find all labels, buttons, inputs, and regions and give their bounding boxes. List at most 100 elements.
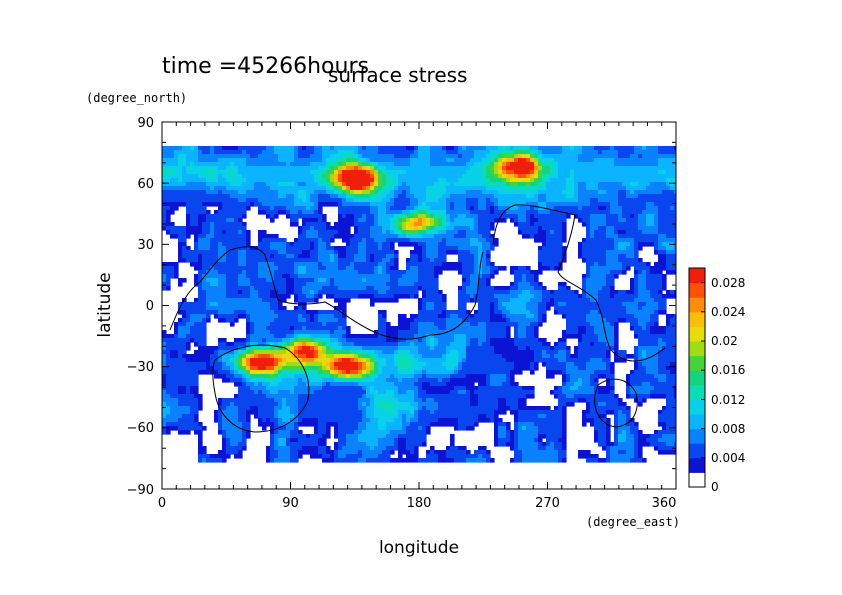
contour-cell <box>626 230 631 235</box>
contour-cell <box>650 274 655 279</box>
contour-cell <box>462 182 467 187</box>
contour-cell <box>674 238 676 243</box>
contour-cell <box>386 290 391 295</box>
contour-cell <box>582 150 587 155</box>
contour-cell <box>426 210 431 215</box>
contour-cell <box>254 286 259 291</box>
contour-cell <box>654 158 659 163</box>
contour-cell <box>634 238 639 243</box>
contour-cell <box>386 226 391 231</box>
contour-cell <box>226 262 231 267</box>
contour-cell <box>506 210 511 215</box>
contour-cell <box>206 214 211 219</box>
contour-cell <box>458 158 463 163</box>
contour-cell <box>602 310 607 315</box>
contour-cell <box>554 182 559 187</box>
contour-cell <box>638 302 643 307</box>
contour-cell <box>658 186 663 191</box>
contour-cell <box>374 254 379 259</box>
contour-cell <box>478 162 483 167</box>
contour-cell <box>370 262 375 267</box>
contour-cell <box>638 226 643 231</box>
contour-cell <box>478 274 483 279</box>
contour-cell <box>314 322 319 327</box>
contour-cell <box>386 294 391 299</box>
contour-cell <box>266 298 271 303</box>
contour-cell <box>414 238 419 243</box>
contour-cell <box>266 322 271 327</box>
contour-cell <box>602 282 607 287</box>
contour-cell <box>410 166 415 171</box>
contour-cell <box>602 250 607 255</box>
contour-cell <box>254 290 259 295</box>
contour-cell <box>566 166 571 171</box>
contour-cell <box>326 194 331 199</box>
contour-cell <box>238 154 243 159</box>
contour-cell <box>486 214 491 219</box>
contour-cell <box>434 306 439 311</box>
contour-cell <box>366 230 371 235</box>
contour-cell <box>346 174 351 179</box>
contour-cell <box>274 214 279 219</box>
contour-cell <box>462 222 467 227</box>
contour-cell <box>598 246 603 251</box>
contour-cell <box>502 206 507 211</box>
contour-cell <box>206 182 211 187</box>
contour-cell <box>450 318 455 323</box>
contour-cell <box>654 182 659 187</box>
contour-cell <box>622 190 627 195</box>
contour-cell <box>258 258 263 263</box>
contour-cell <box>302 254 307 259</box>
contour-cell <box>298 190 303 195</box>
contour-cell <box>654 214 659 219</box>
contour-cell <box>410 226 415 231</box>
contour-cell <box>374 154 379 159</box>
contour-cell <box>478 178 483 183</box>
contour-cell <box>574 162 579 167</box>
contour-cell <box>518 306 523 311</box>
contour-cell <box>498 290 503 295</box>
contour-cell <box>670 162 675 167</box>
contour-cell <box>186 210 191 215</box>
contour-cell <box>458 202 463 207</box>
contour-cell <box>518 178 523 183</box>
contour-cell <box>410 170 415 175</box>
contour-cell <box>410 278 415 283</box>
contour-cell <box>530 202 535 207</box>
contour-cell <box>646 242 651 247</box>
contour-cell <box>622 146 627 151</box>
contour-cell <box>366 242 371 247</box>
contour-cell <box>302 274 307 279</box>
contour-cell <box>606 178 611 183</box>
contour-cell <box>650 190 655 195</box>
contour-cell <box>422 234 427 239</box>
contour-cell <box>374 266 379 271</box>
contour-cell <box>642 298 647 303</box>
contour-cell <box>514 270 519 275</box>
contour-cell <box>178 174 183 179</box>
contour-cell <box>182 186 187 191</box>
contour-cell <box>202 194 207 199</box>
contour-cell <box>338 166 343 171</box>
contour-cell <box>330 258 335 263</box>
contour-cell <box>314 318 319 323</box>
contour-cell <box>414 210 419 215</box>
contour-cell <box>178 254 183 259</box>
contour-cell <box>650 154 655 159</box>
contour-cell <box>182 302 187 307</box>
contour-cell <box>170 234 175 239</box>
contour-cell <box>602 286 607 291</box>
contour-cell <box>614 302 619 307</box>
contour-cell <box>214 230 219 235</box>
contour-cell <box>238 190 243 195</box>
contour-cell <box>194 314 199 319</box>
contour-cell <box>290 242 295 247</box>
contour-cell <box>206 250 211 255</box>
contour-cell <box>258 254 263 259</box>
contour-cell <box>466 206 471 211</box>
contour-cell <box>478 306 483 311</box>
contour-cell <box>262 150 267 155</box>
contour-cell <box>646 170 651 175</box>
contour-cell <box>474 270 479 275</box>
contour-cell <box>218 294 223 299</box>
